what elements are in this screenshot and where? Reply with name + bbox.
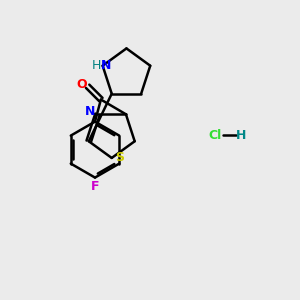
Text: F: F (91, 180, 99, 193)
Text: H: H (92, 58, 101, 72)
Text: Cl: Cl (208, 129, 221, 142)
Text: N: N (101, 58, 111, 72)
Text: N: N (85, 105, 95, 119)
Text: S: S (116, 152, 124, 164)
Text: O: O (76, 78, 87, 91)
Text: H: H (236, 129, 247, 142)
